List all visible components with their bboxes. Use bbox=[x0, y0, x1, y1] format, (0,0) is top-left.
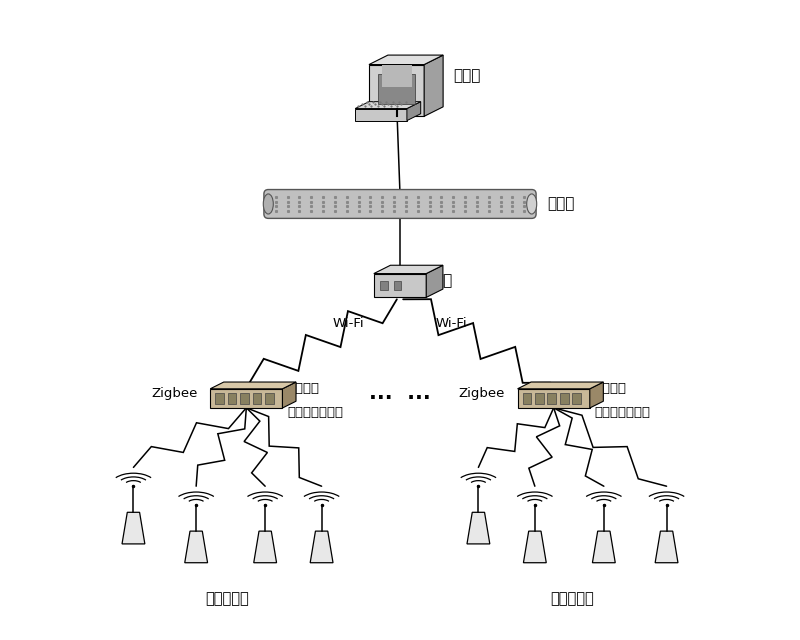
FancyBboxPatch shape bbox=[215, 393, 224, 404]
Text: Zigbee: Zigbee bbox=[151, 387, 198, 400]
Text: （中间件装置）: （中间件装置） bbox=[594, 406, 650, 419]
Polygon shape bbox=[369, 65, 424, 116]
Polygon shape bbox=[355, 102, 421, 109]
Polygon shape bbox=[593, 531, 615, 563]
Polygon shape bbox=[518, 389, 590, 408]
Polygon shape bbox=[467, 512, 490, 544]
Text: 以太网: 以太网 bbox=[547, 196, 574, 211]
FancyBboxPatch shape bbox=[522, 393, 531, 404]
Polygon shape bbox=[523, 531, 546, 563]
Polygon shape bbox=[655, 531, 678, 563]
FancyBboxPatch shape bbox=[394, 281, 402, 291]
Text: Wi-Fi: Wi-Fi bbox=[333, 317, 364, 330]
Polygon shape bbox=[407, 102, 421, 120]
Polygon shape bbox=[424, 55, 443, 116]
Text: ···  ···: ··· ··· bbox=[369, 388, 431, 408]
Text: 簇头节点: 簇头节点 bbox=[287, 383, 319, 396]
FancyBboxPatch shape bbox=[264, 189, 536, 218]
FancyBboxPatch shape bbox=[228, 393, 236, 404]
Text: 簇头节点: 簇头节点 bbox=[594, 383, 626, 396]
Ellipse shape bbox=[526, 194, 537, 214]
Polygon shape bbox=[590, 382, 603, 408]
FancyBboxPatch shape bbox=[240, 393, 249, 404]
Polygon shape bbox=[210, 382, 296, 389]
Polygon shape bbox=[210, 389, 282, 408]
FancyBboxPatch shape bbox=[253, 393, 262, 404]
FancyBboxPatch shape bbox=[382, 65, 411, 87]
Text: （中间件装置）: （中间件装置） bbox=[287, 406, 343, 419]
Ellipse shape bbox=[263, 194, 274, 214]
Polygon shape bbox=[355, 109, 407, 120]
Polygon shape bbox=[282, 382, 296, 408]
FancyBboxPatch shape bbox=[380, 281, 387, 291]
Polygon shape bbox=[374, 273, 426, 298]
Text: 传感器节点: 传感器节点 bbox=[206, 591, 250, 607]
FancyBboxPatch shape bbox=[547, 393, 556, 404]
Text: 传感器节点: 传感器节点 bbox=[550, 591, 594, 607]
Text: Zigbee: Zigbee bbox=[458, 387, 505, 400]
FancyBboxPatch shape bbox=[535, 393, 544, 404]
FancyBboxPatch shape bbox=[378, 74, 415, 104]
FancyBboxPatch shape bbox=[265, 393, 274, 404]
Polygon shape bbox=[185, 531, 207, 563]
FancyBboxPatch shape bbox=[560, 393, 569, 404]
Text: 上位机: 上位机 bbox=[454, 68, 481, 83]
Text: Wi-Fi: Wi-Fi bbox=[436, 317, 467, 330]
Polygon shape bbox=[374, 265, 443, 273]
FancyBboxPatch shape bbox=[572, 393, 581, 404]
Polygon shape bbox=[426, 265, 443, 298]
Polygon shape bbox=[369, 55, 443, 65]
Text: 网关: 网关 bbox=[434, 273, 453, 288]
Polygon shape bbox=[122, 512, 145, 544]
Polygon shape bbox=[310, 531, 333, 563]
Polygon shape bbox=[518, 382, 603, 389]
Polygon shape bbox=[254, 531, 277, 563]
